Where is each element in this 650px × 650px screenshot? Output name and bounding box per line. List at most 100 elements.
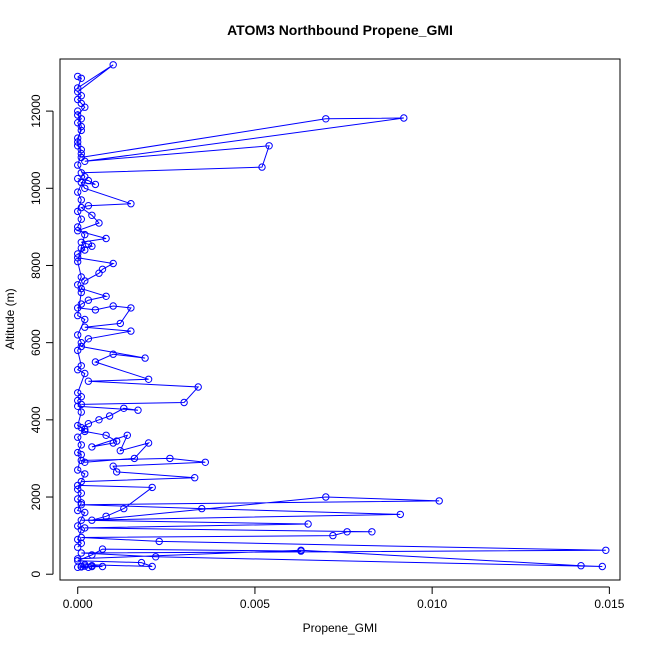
data-point: [74, 366, 82, 374]
y-tick-label: 6000: [29, 329, 43, 356]
data-point: [74, 188, 82, 196]
data-point: [127, 304, 135, 312]
series-line-6: [77, 484, 606, 567]
data-point: [74, 207, 82, 216]
data-point: [304, 520, 312, 528]
chart-title: ATOM3 Northbound Propene_GMI: [227, 22, 453, 38]
data-point: [102, 292, 110, 300]
x-tick-label: 0.000: [63, 597, 93, 611]
data-point: [81, 524, 89, 532]
data-point: [77, 526, 86, 534]
data-point: [81, 508, 89, 517]
data-point: [120, 504, 128, 513]
data-point: [265, 142, 273, 150]
data-point: [77, 456, 86, 465]
data-point: [81, 315, 89, 324]
data-point: [74, 402, 82, 410]
y-axis-label: Altitude (m): [3, 288, 17, 349]
data-point: [95, 269, 103, 277]
data-point: [602, 546, 610, 554]
data-point: [81, 369, 89, 378]
data-point: [144, 439, 153, 447]
data-point: [74, 331, 82, 339]
data-point: [137, 558, 146, 567]
data-point: [116, 319, 125, 328]
data-point: [81, 458, 89, 466]
data-point: [77, 549, 86, 557]
data-point: [191, 474, 199, 482]
plot-area-border: [59, 58, 621, 581]
data-point: [577, 562, 585, 570]
series-points: [74, 61, 610, 571]
data-point: [297, 547, 305, 555]
data-point: [77, 499, 86, 507]
data-point: [77, 126, 86, 135]
data-point: [77, 238, 86, 247]
data-point: [166, 454, 174, 463]
data-point: [74, 506, 82, 515]
data-point: [77, 149, 86, 158]
data-point: [77, 489, 86, 497]
data-point: [81, 230, 89, 239]
data-point: [84, 296, 93, 304]
data-point: [95, 416, 103, 424]
y-tick-label: 0: [29, 571, 43, 578]
data-point: [109, 462, 117, 470]
data-point: [74, 396, 82, 405]
data-point: [130, 454, 139, 463]
data-point: [81, 157, 89, 166]
data-point: [74, 448, 82, 457]
data-point: [134, 406, 142, 414]
data-point: [109, 350, 117, 358]
data-point: [74, 134, 82, 142]
data-point: [123, 431, 132, 439]
x-axis: 0.000 0.005 0.010 0.015: [63, 586, 625, 611]
data-point: [396, 510, 404, 519]
data-point: [105, 412, 114, 420]
data-point: [127, 200, 135, 208]
series-line-2: [81, 117, 404, 174]
data-point: [77, 196, 86, 204]
data-point: [343, 528, 351, 536]
data-point: [322, 115, 330, 123]
data-point: [81, 470, 89, 478]
data-point: [98, 545, 107, 553]
data-point: [77, 516, 86, 524]
y-tick-label: 4000: [29, 406, 43, 433]
data-point: [180, 398, 188, 407]
y-tick-label: 10000: [29, 171, 43, 205]
data-point: [74, 107, 82, 115]
data-point: [74, 281, 82, 289]
data-point: [74, 223, 82, 231]
data-point: [98, 562, 107, 571]
data-point: [598, 562, 606, 571]
data-point: [148, 483, 156, 492]
data-point: [329, 531, 337, 540]
data-point: [77, 441, 86, 449]
data-point: [81, 562, 89, 570]
data-point: [77, 215, 86, 223]
data-point: [77, 146, 86, 154]
series-line-4: [76, 257, 200, 405]
data-point: [194, 383, 202, 391]
data-point: [77, 74, 86, 83]
data-point: [368, 528, 376, 536]
data-point: [88, 562, 96, 571]
data-point: [74, 466, 82, 474]
data-point: [74, 555, 82, 563]
data-point: [74, 161, 82, 169]
data-point: [109, 439, 117, 447]
data-point: [81, 184, 89, 193]
data-point: [113, 437, 121, 445]
data-point: [144, 375, 153, 383]
y-tick-label: 8000: [29, 252, 43, 279]
x-tick-label: 0.015: [594, 597, 624, 611]
data-point: [141, 354, 149, 362]
data-point: [201, 458, 210, 466]
y-tick-label: 2000: [29, 483, 43, 510]
data-point: [74, 563, 82, 571]
data-point: [102, 431, 110, 439]
data-point: [81, 103, 89, 111]
data-point: [88, 443, 96, 451]
